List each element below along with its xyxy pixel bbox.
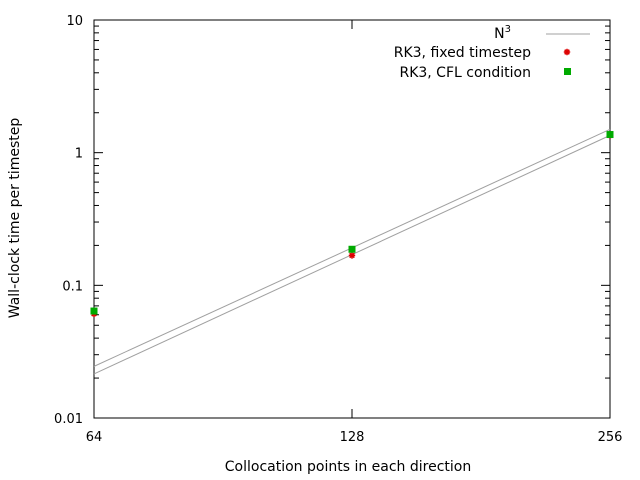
y-tick-label: 0.01 — [54, 412, 83, 427]
x-tick-label: 128 — [340, 430, 365, 445]
y-tick-label: 10 — [66, 14, 83, 29]
y-tick-label: 0.1 — [62, 279, 83, 294]
legend-marker-fixed-timestep — [563, 48, 571, 56]
legend-label-power-law-exponent: 3 — [505, 24, 511, 35]
y-axis-ticks: 0.01 0.1 1 10 — [54, 14, 610, 427]
data-point-fixed-timestep — [348, 252, 356, 259]
x-axis-ticks: 64 128 256 — [86, 20, 623, 445]
x-axis-label: Collocation points in each direction — [225, 459, 471, 475]
series-2 — [90, 131, 614, 315]
legend-star-glyph — [563, 48, 571, 56]
x-tick-label: 256 — [598, 430, 623, 445]
series-1 — [90, 132, 614, 318]
y-axis-label: Wall-clock time per timestep — [7, 118, 23, 319]
legend-label-cfl-condition: RK3, CFL condition — [399, 65, 531, 81]
legend-marker-cfl-condition — [564, 68, 571, 75]
series-layer — [90, 128, 614, 375]
plot-frame — [93, 19, 611, 419]
x-tick-label: 64 — [86, 430, 103, 445]
y-tick-label: 1 — [75, 147, 83, 162]
legend-label-power-law: N3 — [494, 24, 511, 42]
data-point-cfl-condition — [606, 131, 614, 139]
legend: N3 RK3, fixed timestep RK3, CFL conditio… — [394, 24, 590, 81]
data-point-cfl-condition — [90, 307, 98, 315]
legend-label-fixed-timestep: RK3, fixed timestep — [394, 45, 531, 61]
data-point-cfl-condition — [348, 245, 356, 253]
legend-label-power-law-base: N — [494, 26, 504, 42]
